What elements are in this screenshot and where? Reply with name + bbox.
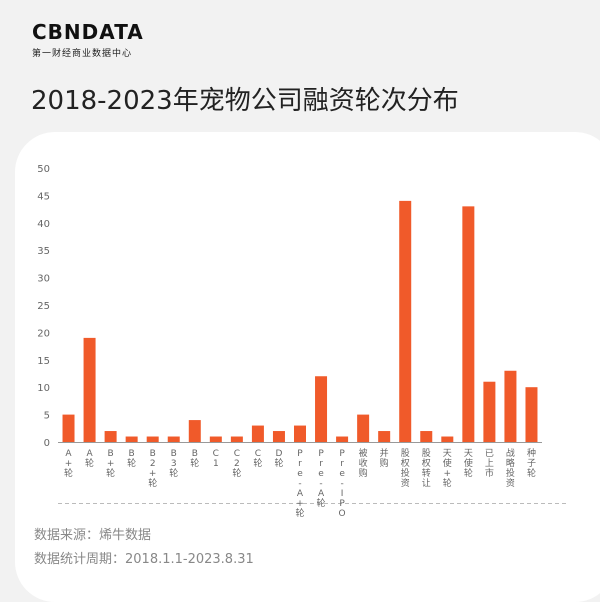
bar	[525, 387, 538, 442]
brand-logo: CBNDATA 第一财经商业数据中心	[32, 20, 144, 59]
bar	[62, 414, 75, 442]
x-tick-label: B +轮	[106, 449, 115, 479]
bar	[230, 436, 243, 442]
bar	[336, 436, 349, 442]
x-tick-label: 天使+轮	[443, 449, 452, 489]
y-tick-label: 0	[44, 438, 50, 449]
bar	[188, 420, 201, 442]
y-tick-label: 45	[37, 191, 50, 202]
x-tick-label: 股权转让	[422, 448, 431, 489]
bar	[420, 431, 433, 442]
bar	[272, 431, 285, 442]
y-tick-label: 25	[37, 301, 50, 312]
data-period: 数据统计周期：2018.1.1-2023.8.31	[34, 552, 254, 567]
page-title: 2018-2023年宠物公司融资轮次分布	[31, 86, 459, 116]
x-tick-label: B 2 +轮	[148, 449, 157, 489]
bar	[483, 381, 496, 442]
bar	[441, 436, 454, 442]
y-tick-label: 5	[44, 411, 50, 422]
bar	[251, 425, 264, 442]
x-tick-label: A +轮	[64, 449, 73, 479]
bar	[399, 200, 412, 442]
bar	[209, 436, 222, 442]
bar	[104, 431, 117, 442]
logo-subtitle: 第一财经商业数据中心	[32, 49, 133, 59]
bar	[378, 431, 391, 442]
bar	[294, 425, 306, 442]
y-tick-label: 35	[37, 246, 50, 257]
data-source: 数据来源：烯牛数据	[34, 528, 152, 543]
x-tick-label: 战略投资	[506, 448, 515, 489]
bar	[357, 414, 370, 442]
bar	[315, 376, 328, 442]
bar-chart: 0 5 10 15 20 25 30 35 40 45 50 A +轮 A 轮 B +轮 B 轮 B 2 +轮 B 3 轮 B 轮 C…	[37, 164, 568, 519]
bar	[146, 436, 159, 442]
x-tick-label: 已上市	[485, 448, 494, 479]
logo-text: CBNDATA	[32, 20, 144, 44]
chart-card	[15, 132, 600, 602]
bar	[83, 337, 96, 442]
y-tick-label: 20	[37, 328, 50, 339]
y-tick-label: 15	[37, 356, 50, 367]
x-tick-label: 天使轮	[464, 449, 473, 479]
y-tick-label: 10	[37, 383, 50, 394]
bar	[504, 370, 517, 442]
x-tick-label: 股权投资	[401, 448, 410, 489]
bar	[462, 206, 475, 442]
y-tick-label: 30	[37, 274, 50, 285]
y-tick-label: 50	[37, 164, 50, 175]
bar	[167, 436, 180, 442]
y-tick-label: 40	[37, 219, 50, 230]
x-tick-label: 种子轮	[527, 447, 536, 479]
bar	[125, 436, 138, 442]
x-tick-label: 并购	[380, 447, 389, 469]
x-tick-label: 被收购	[359, 447, 368, 479]
